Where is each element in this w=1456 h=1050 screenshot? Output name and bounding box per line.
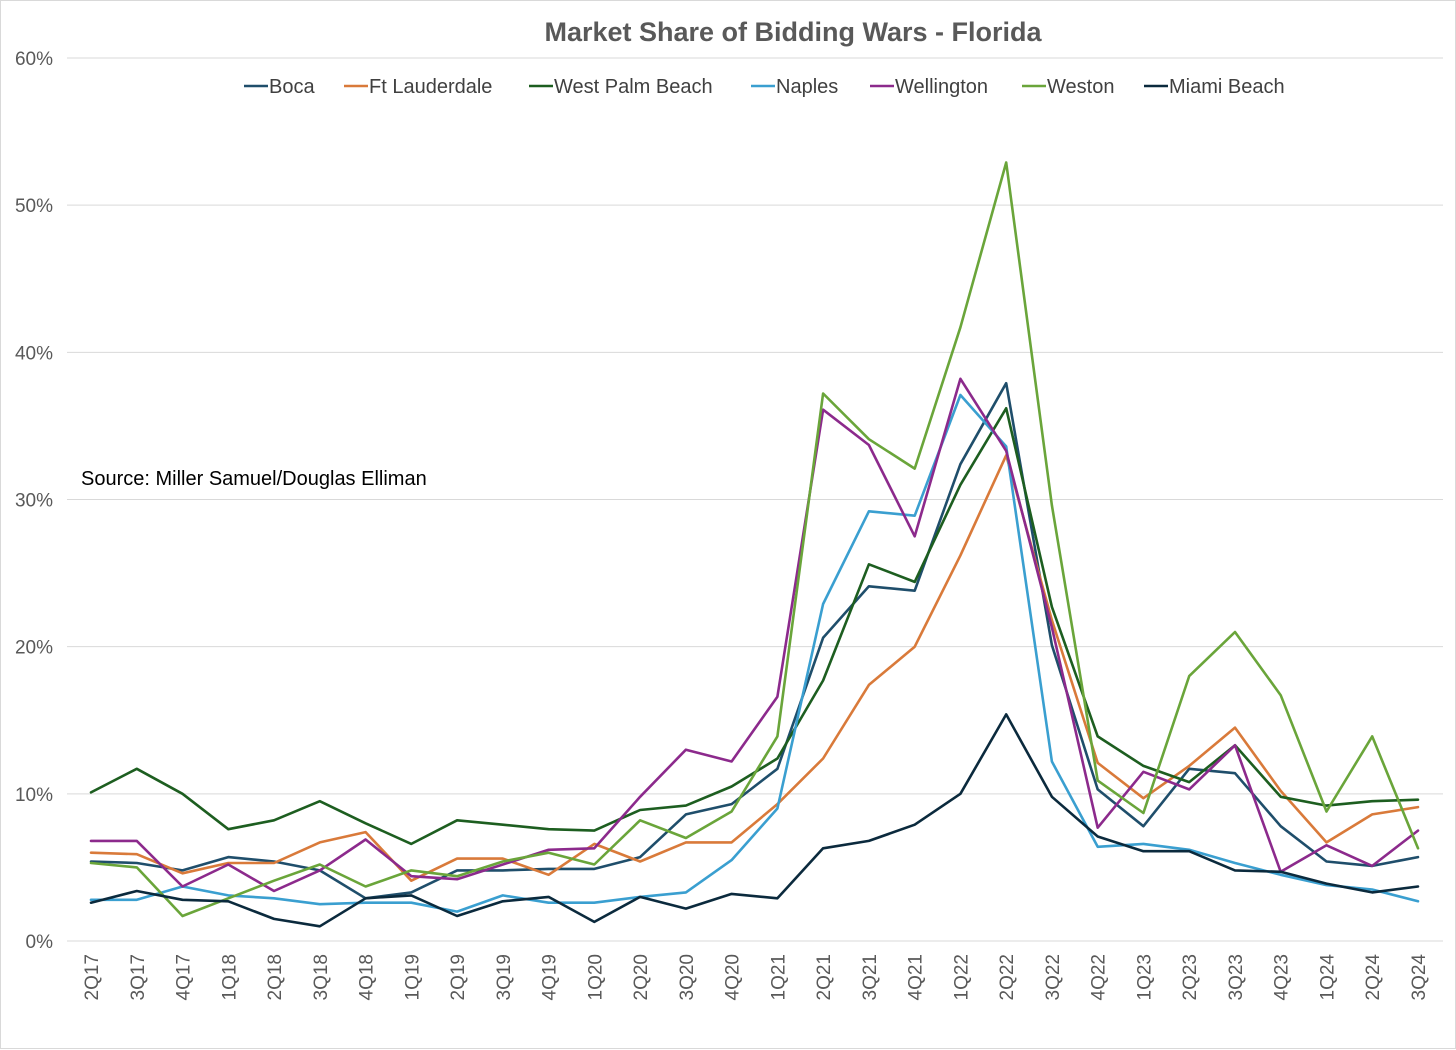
x-tick-label: 3Q17 (128, 954, 149, 1000)
legend-item-ft-lauderdale: Ft Lauderdale (344, 76, 492, 98)
y-tick-label: 50% (15, 196, 53, 217)
x-tick-label: 4Q23 (1272, 954, 1293, 1000)
x-tick-label: 4Q19 (540, 954, 561, 1000)
y-tick-label: 60% (15, 49, 53, 70)
series-lines (89, 161, 1420, 928)
legend-item-miami-beach: Miami Beach (1144, 76, 1285, 98)
chart-title: Market Share of Bidding Wars - Florida (544, 17, 1042, 47)
series-line-ft-lauderdale (89, 453, 1420, 883)
x-tick-label: 2Q21 (814, 954, 835, 1000)
x-tick-label: 1Q20 (585, 954, 606, 1000)
x-tick-label: 4Q17 (174, 954, 195, 1000)
source-annotation: Source: Miller Samuel/Douglas Elliman (81, 468, 427, 490)
x-tick-label: 2Q17 (82, 954, 103, 1000)
x-tick-label: 1Q21 (768, 954, 789, 1000)
y-axis-ticks: 0% 10% 20% 30% 40% 50% 60% (15, 49, 53, 953)
x-tick-label: 3Q21 (860, 954, 881, 1000)
y-tick-label: 10% (15, 785, 53, 806)
x-tick-label: 1Q22 (951, 954, 972, 1000)
legend-label: Boca (269, 76, 315, 98)
gridlines (67, 57, 1443, 942)
x-tick-label: 2Q22 (997, 954, 1018, 1000)
y-tick-label: 20% (15, 638, 53, 659)
x-tick-label: 3Q22 (1043, 954, 1064, 1000)
x-tick-label: 3Q18 (311, 954, 332, 1000)
legend-item-wellington: Wellington (870, 76, 988, 98)
x-tick-label: 4Q21 (906, 954, 927, 1000)
x-tick-label: 3Q23 (1226, 954, 1247, 1000)
legend-item-naples: Naples (751, 76, 838, 98)
series-line-naples (89, 393, 1420, 913)
legend-item-boca: Boca (244, 76, 315, 98)
legend-label: Weston (1047, 76, 1114, 98)
x-tick-label: 2Q19 (448, 954, 469, 1000)
x-tick-label: 1Q24 (1317, 954, 1338, 1001)
y-tick-label: 30% (15, 491, 53, 512)
series-line-weston (89, 161, 1420, 918)
x-tick-label: 2Q20 (631, 954, 652, 1000)
legend-label: Ft Lauderdale (369, 76, 492, 98)
x-tick-label: 2Q24 (1363, 954, 1384, 1001)
x-tick-label: 2Q23 (1180, 954, 1201, 1000)
x-tick-label: 4Q22 (1089, 954, 1110, 1000)
x-tick-label: 2Q18 (265, 954, 286, 1000)
x-axis-ticks: 2Q17 3Q17 4Q17 1Q18 2Q18 3Q18 4Q18 1Q19 2Q19 3Q19… (82, 954, 1430, 1001)
series-line-boca (89, 381, 1420, 900)
x-tick-label: 4Q18 (357, 954, 378, 1000)
legend-label: Naples (776, 76, 838, 98)
x-tick-label: 3Q19 (494, 954, 515, 1000)
y-tick-label: 0% (26, 932, 54, 953)
x-tick-label: 4Q20 (723, 954, 744, 1000)
x-tick-label: 3Q24 (1409, 954, 1430, 1001)
series-line-wellington (89, 377, 1420, 893)
series-line-miami-beach (89, 713, 1420, 928)
y-tick-label: 40% (15, 343, 53, 364)
legend-label: Wellington (895, 76, 988, 98)
x-tick-label: 3Q20 (677, 954, 698, 1000)
legend: Boca Ft Lauderdale West Palm Beach Naples We… (244, 76, 1285, 98)
x-tick-label: 1Q19 (402, 954, 423, 1000)
x-tick-label: 1Q18 (219, 954, 240, 1000)
x-tick-label: 1Q23 (1134, 954, 1155, 1000)
legend-item-weston: Weston (1022, 76, 1114, 98)
legend-label: West Palm Beach (554, 76, 713, 98)
legend-label: Miami Beach (1169, 76, 1285, 98)
legend-item-west-palm-beach: West Palm Beach (529, 76, 713, 98)
